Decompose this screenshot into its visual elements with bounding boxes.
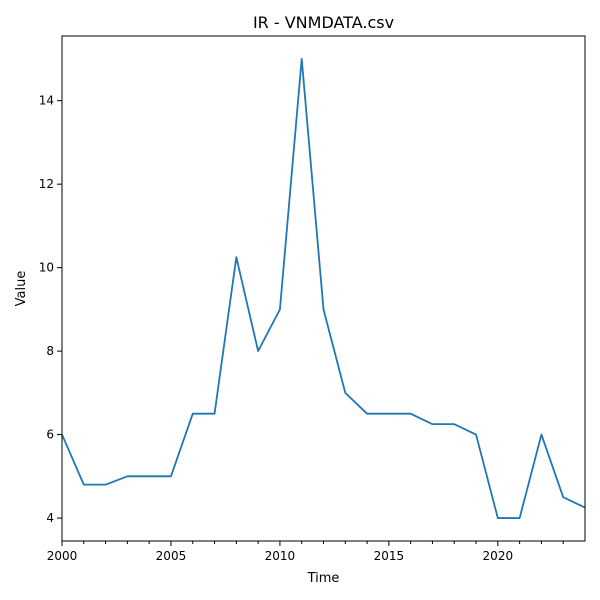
y-axis-label: Value bbox=[14, 271, 29, 307]
x-axis-ticks: 2000 2005 2010 2015 2020 bbox=[47, 541, 564, 563]
x-axis-label: Time bbox=[307, 571, 340, 586]
x-tick-label: 2000 bbox=[47, 549, 78, 563]
y-tick-label: 6 bbox=[46, 428, 54, 442]
y-tick-label: 8 bbox=[46, 344, 54, 358]
y-tick-label: 4 bbox=[46, 511, 54, 525]
y-tick-label: 14 bbox=[39, 94, 54, 108]
y-axis-ticks: 4 6 8 10 12 14 bbox=[39, 94, 62, 525]
series-line bbox=[61, 58, 586, 519]
y-tick-label: 10 bbox=[39, 261, 54, 275]
x-tick-label: 2015 bbox=[374, 549, 405, 563]
x-tick-label: 2005 bbox=[156, 549, 187, 563]
series-layer bbox=[61, 58, 586, 519]
chart-title: IR - VNMDATA.csv bbox=[253, 13, 394, 32]
plot-frame bbox=[61, 35, 586, 542]
x-tick-label: 2020 bbox=[483, 549, 514, 563]
y-tick-label: 12 bbox=[39, 177, 54, 191]
x-tick-label: 2010 bbox=[265, 549, 296, 563]
